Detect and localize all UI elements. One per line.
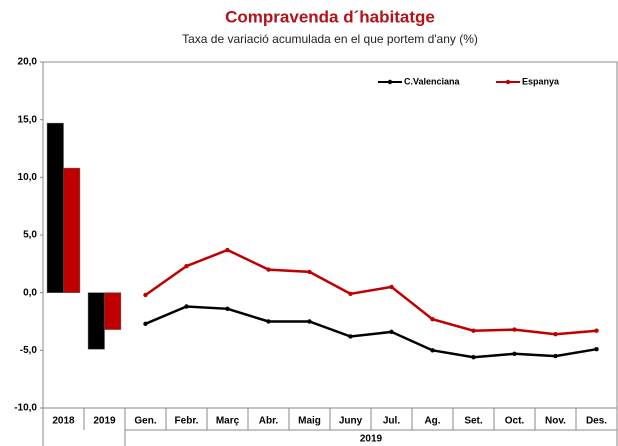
- x-tick-label: Març: [216, 416, 240, 427]
- point: [430, 316, 435, 322]
- x-tick-label: Set.: [464, 416, 483, 427]
- point: [307, 269, 312, 275]
- point: [430, 348, 435, 353]
- chart-subtitle: Taxa de variació acumulada en el que por…: [182, 32, 478, 46]
- line: [145, 305, 597, 359]
- x-tick-label: Des.: [586, 416, 607, 427]
- point: [225, 306, 230, 312]
- legend-marker: [505, 79, 511, 85]
- bar: [104, 292, 122, 330]
- point: [266, 267, 271, 272]
- point: [184, 304, 189, 309]
- point: [225, 247, 230, 253]
- x-tick-label: Jul.: [383, 416, 400, 427]
- point: [471, 355, 476, 360]
- y-tick-label: 5,0: [23, 230, 37, 241]
- y-tick-label: 20,0: [18, 57, 38, 68]
- point: [266, 319, 271, 324]
- y-tick-label: -10,0: [14, 403, 37, 414]
- x-tick-label: Juny: [339, 416, 363, 427]
- point: [389, 284, 394, 290]
- point: [512, 351, 517, 356]
- point: [143, 292, 148, 298]
- y-tick-label: 0,0: [23, 287, 37, 298]
- point: [143, 321, 148, 327]
- x-tick-label: Abr.: [259, 416, 279, 427]
- x-tick-label: 2019: [93, 416, 116, 427]
- x-tick-label: Febr.: [175, 416, 199, 427]
- legend-label: Espanya: [522, 76, 560, 86]
- point: [512, 327, 517, 332]
- point: [553, 353, 558, 359]
- point: [471, 328, 476, 333]
- legend-marker: [387, 79, 393, 85]
- x-tick-label: 2018: [52, 416, 75, 427]
- chart-title: Compravenda d´habitatge: [225, 7, 435, 26]
- point: [594, 346, 599, 352]
- line: [144, 248, 597, 336]
- point: [348, 334, 353, 339]
- bar: [63, 167, 81, 293]
- point: [184, 263, 189, 269]
- bar: [46, 122, 64, 293]
- legend-label: C.Valenciana: [404, 76, 461, 86]
- point: [594, 328, 599, 333]
- x-tick-label: Nov.: [545, 416, 566, 427]
- point: [307, 319, 312, 324]
- point: [348, 291, 353, 297]
- point: [553, 331, 558, 337]
- point: [389, 329, 394, 335]
- x-group-label: 2019: [360, 434, 383, 445]
- x-tick-label: Maig: [298, 416, 321, 427]
- plot-frame: [42, 61, 618, 409]
- x-tick-label: Ag.: [424, 416, 440, 427]
- y-tick-label: 15,0: [18, 114, 38, 125]
- x-tick-label: Gen.: [134, 416, 156, 427]
- bar: [87, 292, 105, 350]
- y-tick-label: -5,0: [20, 345, 38, 356]
- y-tick-label: 10,0: [18, 172, 38, 183]
- x-tick-label: Oct.: [505, 416, 525, 427]
